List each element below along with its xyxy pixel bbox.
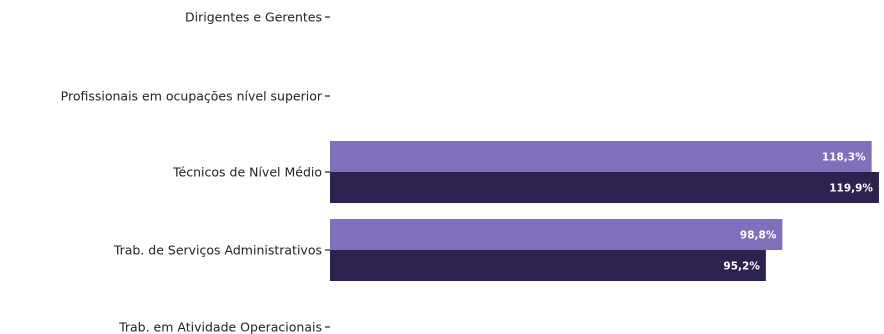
category-label: Técnicos de Nível Médio (172, 165, 322, 180)
bar (330, 250, 766, 281)
category-label: Trab. de Serviços Administrativos (113, 243, 322, 258)
category-labels: Dirigentes e Gerentes Profissionais em oc… (61, 10, 323, 334)
value-labels: 118,3% 119,9% 98,8% 95,2% (723, 152, 873, 273)
bars (330, 141, 879, 281)
bar (330, 172, 879, 203)
bar (330, 219, 783, 250)
category-label: Profissionais em ocupações nível superio… (61, 89, 323, 104)
category-label: Trab. em Atividade Operacionais (118, 320, 322, 334)
data-label: 118,3% (822, 152, 866, 164)
bar (330, 141, 872, 172)
y-axis-ticks (325, 16, 330, 328)
data-label: 95,2% (723, 261, 760, 273)
data-label: 119,9% (829, 183, 873, 195)
category-label: Dirigentes e Gerentes (185, 10, 322, 25)
data-label: 98,8% (740, 230, 777, 242)
